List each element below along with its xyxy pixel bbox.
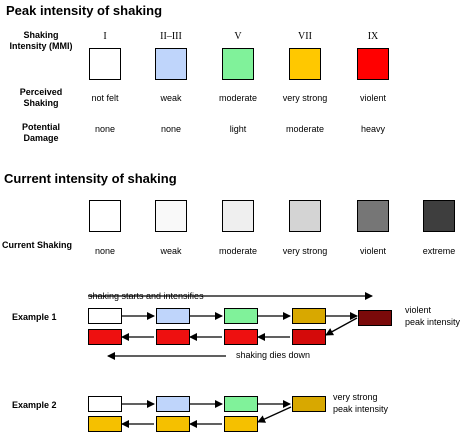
damage-value: heavy — [360, 124, 386, 134]
mmi-roman-numeral: V — [234, 31, 242, 42]
intensity-swatch — [89, 48, 121, 80]
damage-value: light — [229, 124, 247, 134]
example1-top-box — [292, 308, 326, 324]
intensity-swatch — [289, 48, 321, 80]
perceived-value: weak — [160, 93, 182, 103]
mmi-roman-numeral: IX — [367, 31, 379, 42]
mmi-roman-numeral: VII — [298, 31, 312, 42]
example1-top-box — [224, 308, 258, 324]
current-value: extreme — [422, 246, 456, 256]
damage-value: none — [160, 124, 182, 134]
current-swatch — [222, 200, 254, 232]
intensity-swatch — [222, 48, 254, 80]
mmi-roman-numeral: I — [103, 31, 107, 42]
example1-note-end: shaking dies down — [236, 350, 311, 360]
example1-label: Example 1 — [12, 312, 57, 322]
perceived-value: moderate — [218, 93, 258, 103]
example1-bottom-box — [292, 329, 326, 345]
current-swatch — [357, 200, 389, 232]
current-swatch — [89, 200, 121, 232]
example2-peak-label: very strong — [333, 392, 378, 402]
example1-top-box — [156, 308, 190, 324]
example2-top-box — [88, 396, 122, 412]
perceived-row-label: Perceived Shaking — [19, 87, 63, 108]
current-intensity-title: Current intensity of shaking — [4, 171, 177, 186]
damage-value: moderate — [285, 124, 325, 134]
perceived-value: violent — [359, 93, 386, 103]
current-value: violent — [359, 246, 386, 256]
example2-peak-sub: peak intensity — [333, 404, 389, 414]
example1-top-box — [88, 308, 122, 324]
current-value: very strong — [282, 246, 328, 256]
example2-top-box — [224, 396, 258, 412]
damage-row-label: Potential Damage — [21, 122, 60, 143]
intensity-swatch — [155, 48, 187, 80]
intensity-swatch — [357, 48, 389, 80]
example2-peak-box — [292, 396, 326, 412]
current-swatch — [289, 200, 321, 232]
current-swatch — [155, 200, 187, 232]
example1-peak-sub: peak intensity — [405, 317, 461, 327]
damage-value: none — [94, 124, 116, 134]
perceived-value: not felt — [91, 93, 119, 103]
example2-label: Example 2 — [12, 400, 57, 410]
example1-peak-label: violent — [405, 305, 432, 315]
current-swatch — [423, 200, 455, 232]
current-value: weak — [160, 246, 182, 256]
peak-intensity-title: Peak intensity of shaking — [6, 3, 163, 18]
mmi-roman-numeral: II–III — [160, 31, 182, 42]
current-value: moderate — [218, 246, 258, 256]
current-value: none — [94, 246, 116, 256]
example1-peak-box — [358, 310, 392, 326]
example2-top-box — [156, 396, 190, 412]
example2-bottom-box — [224, 416, 258, 432]
current-row-label: Current Shaking — [2, 240, 73, 250]
mmi-row-label: Shaking Intensity (MMI) — [9, 30, 73, 51]
perceived-value: very strong — [282, 93, 328, 103]
